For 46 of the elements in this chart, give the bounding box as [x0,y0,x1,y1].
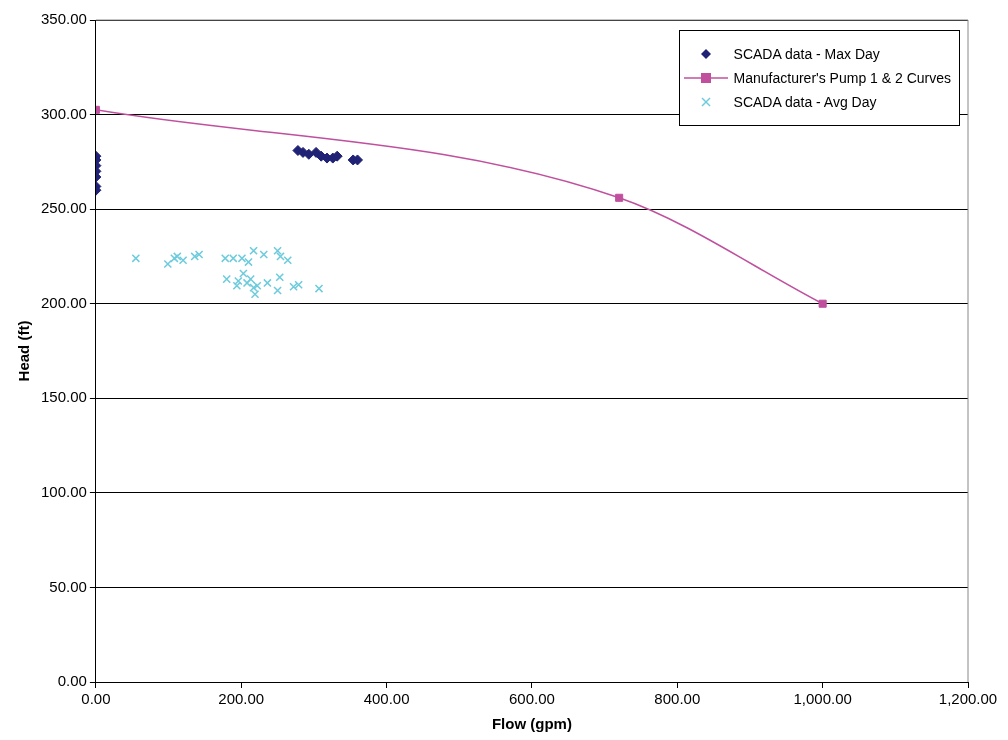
point [263,278,272,288]
legend-label: SCADA data - Avg Day [733,94,877,110]
y-tick-label: 100.00 [40,483,87,500]
point [259,250,269,259]
y-tick-label: 150.00 [40,388,87,406]
y-tick-label: 50.00 [49,577,87,595]
point [190,252,200,261]
x-tick-label: 400.00 [363,690,410,708]
point [237,254,247,263]
point [303,148,315,160]
y-tick-label: 300.00 [40,104,87,122]
legend-label: SCADA data - Max Day [733,46,880,62]
x-axis-title: Flow (gpm) [491,715,572,733]
x-tick-label: 1,000.00 [793,690,852,708]
x-tick-label: 200.00 [218,690,265,708]
point [220,254,230,263]
y-tick-label: 200.00 [40,293,87,311]
point [273,286,282,295]
legend-label: Manufacturer's Pump 1 & 2 Curves [733,70,951,86]
y-tick-label: 250.00 [40,199,87,217]
y-tick-label: 0.00 [57,672,87,690]
point [194,250,204,259]
point [289,282,298,291]
point [239,269,248,278]
point [275,272,285,282]
point [242,278,252,288]
y-tick-label: 350.00 [40,10,87,28]
point [244,257,253,267]
x-tick-label: 800.00 [654,690,701,708]
point [294,280,303,290]
point [131,254,141,263]
point [163,259,173,269]
x-tick-label: 600.00 [508,690,555,708]
point [172,252,182,261]
point [178,255,188,265]
point [249,246,258,256]
point [170,254,179,263]
point [222,274,231,284]
point [615,193,624,202]
y-axis-title: Head (ft) [15,320,33,382]
point [314,284,324,293]
point [228,254,238,263]
x-tick-label: 1,200.00 [938,690,998,708]
point [818,299,827,308]
x-tick-label: 0.00 [81,690,111,708]
point [283,255,293,265]
